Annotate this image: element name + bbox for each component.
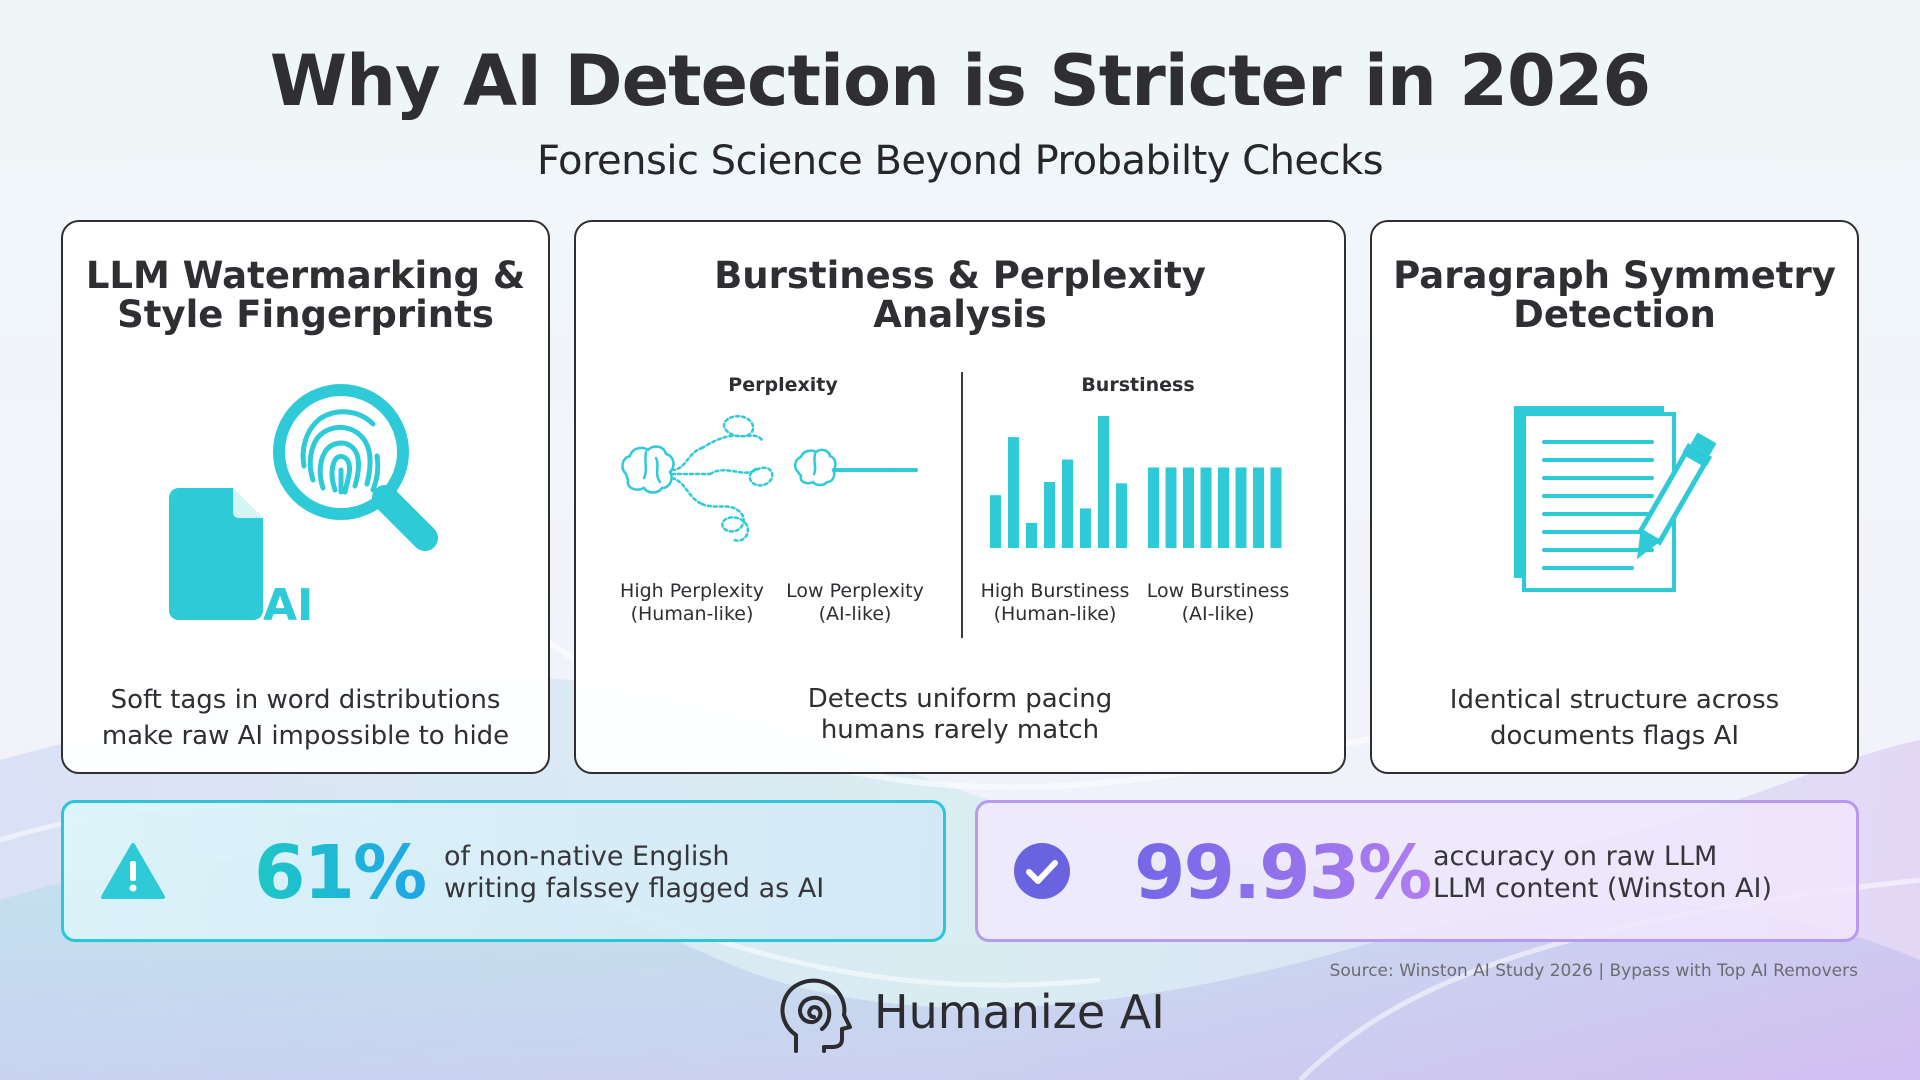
- high-burstiness-bar: [1008, 437, 1019, 548]
- card-title: Burstiness & Perplexity Analysis: [596, 256, 1324, 334]
- chart-label-line: (Human-like): [630, 603, 754, 625]
- high-burstiness-bar: [1062, 459, 1073, 548]
- high-burstiness-bar: [1044, 482, 1055, 548]
- card-description-line: humans rarely match: [820, 715, 1100, 745]
- card-title-line: Detection: [1513, 293, 1716, 336]
- chart-label-line: High Perplexity: [620, 580, 764, 602]
- brain-icon: [621, 445, 675, 494]
- warning-icon: [101, 843, 165, 899]
- stat-text-line: accuracy on raw LLM: [1433, 841, 1718, 872]
- low-burstiness-bar: [1183, 467, 1194, 548]
- chart-label-line: Low Burstiness: [1146, 580, 1290, 602]
- fingerprint-search-document-icon: AI: [169, 384, 438, 630]
- chart-label-line: (AI-like): [818, 603, 892, 625]
- page-title: Why AI Detection is Stricter in 2026: [269, 40, 1651, 122]
- low-burstiness-bar: [1270, 467, 1282, 548]
- low-burstiness-bar: [1235, 467, 1247, 548]
- card-title-line: Analysis: [873, 293, 1047, 336]
- brain-icon: [793, 448, 837, 487]
- card-description: Detects uniform pacing humans rarely mat…: [596, 684, 1324, 746]
- stat-false-flag: 61% of non-native English writing falsse…: [61, 800, 946, 942]
- card-description-line: make raw AI impossible to hide: [101, 721, 510, 751]
- head-spiral-icon: [780, 978, 852, 1053]
- card-title: LLM Watermarking & Style Fingerprints: [83, 256, 528, 334]
- card-description: Soft tags in word distributions make raw…: [83, 682, 528, 754]
- low-perplexity-label: Low Perplexity (AI-like): [770, 580, 940, 626]
- high-burstiness-label: High Burstiness (Human-like): [970, 580, 1140, 626]
- card-description-line: Detects uniform pacing: [807, 684, 1113, 714]
- high-perplexity-label: High Perplexity (Human-like): [607, 580, 777, 626]
- card-paragraph-symmetry: Paragraph Symmetry Detection: [1370, 220, 1859, 774]
- stat-text: accuracy on raw LLM LLM content (Winston…: [1433, 841, 1772, 905]
- stat-text: of non-native English writing falssey fl…: [444, 841, 824, 905]
- high-burstiness-bar: [1098, 416, 1109, 548]
- low-burstiness-bar: [1218, 467, 1229, 548]
- perplexity-heading: Perplexity: [728, 374, 838, 396]
- card-title-line: Paragraph Symmetry: [1393, 254, 1836, 297]
- section-divider: [961, 372, 963, 638]
- card-title-line: LLM Watermarking &: [85, 254, 526, 297]
- low-burstiness-bar: [1148, 467, 1159, 548]
- document-pen-icon: [1514, 406, 1717, 592]
- stat-text-line: writing falssey flagged as AI: [444, 873, 825, 904]
- perplexity-diagram: [621, 415, 918, 542]
- card-title-line: Style Fingerprints: [117, 293, 494, 336]
- chart-label-line: High Burstiness: [980, 580, 1130, 602]
- card-description-line: Identical structure across: [1449, 685, 1780, 715]
- low-burstiness-bar: [1200, 467, 1212, 548]
- chart-label-line: Low Perplexity: [786, 580, 924, 602]
- card-description: Identical structure across documents fla…: [1392, 682, 1837, 754]
- burstiness-heading: Burstiness: [1081, 374, 1195, 396]
- card-title: Paragraph Symmetry Detection: [1392, 256, 1837, 334]
- low-burstiness-label: Low Burstiness (AI-like): [1133, 580, 1303, 626]
- brand-name: Humanize AI: [874, 985, 1165, 1039]
- chart-label-line: (AI-like): [1181, 603, 1255, 625]
- card-burstiness-perplexity: Burstiness & Perplexity Analysis Perplex…: [574, 220, 1346, 774]
- stat-text-line: LLM content (Winston AI): [1433, 873, 1773, 904]
- card-description-line: Soft tags in word distributions: [110, 685, 501, 715]
- high-burstiness-bar: [1080, 508, 1091, 548]
- chart-label-line: (Human-like): [993, 603, 1117, 625]
- low-burstiness-bar: [1165, 467, 1177, 548]
- burstiness-bars: [990, 416, 1282, 548]
- check-circle-icon: [1014, 843, 1070, 899]
- high-burstiness-bar: [1026, 522, 1037, 548]
- ai-icon-text: AI: [263, 580, 313, 630]
- high-burstiness-bar: [1116, 483, 1127, 548]
- high-burstiness-bar: [990, 495, 1001, 548]
- page-subtitle: Forensic Science Beyond Probabilty Check…: [536, 138, 1384, 184]
- stat-value: 99.93%: [1134, 825, 1432, 921]
- card-title-line: Burstiness & Perplexity: [714, 254, 1206, 297]
- source-note: Source: Winston AI Study 2026 | Bypass w…: [1329, 961, 1858, 981]
- low-burstiness-bar: [1253, 467, 1264, 548]
- card-description-line: documents flags AI: [1489, 721, 1740, 751]
- stat-value: 61%: [254, 825, 427, 921]
- card-watermarking: LLM Watermarking & Style Fingerprints AI…: [61, 220, 550, 774]
- stat-accuracy: 99.93% accuracy on raw LLM LLM content (…: [975, 800, 1859, 942]
- stat-text-line: of non-native English: [444, 841, 730, 872]
